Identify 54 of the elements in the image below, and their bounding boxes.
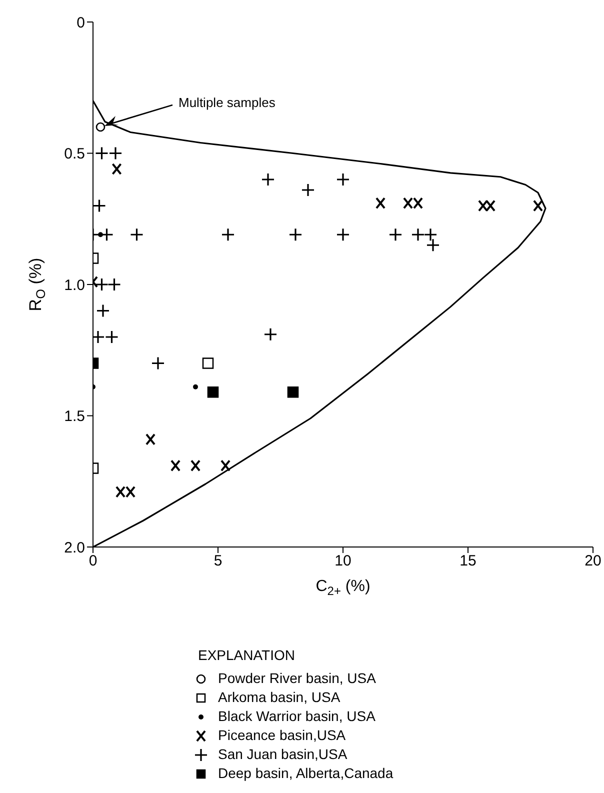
y-tick-label: 1.5 bbox=[64, 408, 85, 426]
point bbox=[376, 197, 386, 210]
point bbox=[301, 183, 315, 197]
legend-label: San Juan basin,USA bbox=[218, 745, 348, 764]
y-tick-label: 0.5 bbox=[64, 146, 85, 163]
y-tick-label: 2.0 bbox=[64, 539, 85, 556]
annotation: Multiple samples bbox=[178, 95, 276, 110]
point bbox=[151, 356, 165, 370]
legend-title: EXPLANATION bbox=[198, 646, 296, 665]
legend-label: Piceance basin,USA bbox=[218, 726, 346, 745]
legend-label: Powder River basin, USA bbox=[218, 669, 376, 688]
point bbox=[126, 486, 136, 498]
point bbox=[96, 122, 106, 132]
point bbox=[287, 386, 299, 398]
y-tick-label: 1.0 bbox=[64, 276, 85, 294]
point bbox=[170, 460, 180, 472]
point bbox=[288, 228, 302, 242]
point bbox=[93, 198, 106, 213]
point bbox=[336, 228, 350, 242]
x-tick-label: 10 bbox=[334, 552, 352, 570]
point bbox=[486, 200, 496, 212]
x-tick-label: 15 bbox=[460, 552, 476, 570]
point bbox=[112, 163, 122, 175]
point bbox=[478, 200, 488, 212]
point bbox=[190, 460, 200, 472]
point bbox=[207, 386, 219, 398]
point bbox=[130, 228, 144, 242]
point bbox=[104, 330, 119, 344]
point bbox=[116, 486, 126, 498]
point bbox=[403, 197, 413, 210]
x-tick-label: 5 bbox=[214, 552, 222, 570]
point bbox=[336, 172, 350, 186]
point bbox=[388, 228, 402, 242]
x-tick-label: 0 bbox=[88, 552, 98, 570]
point bbox=[146, 433, 156, 446]
point bbox=[264, 328, 278, 342]
x-tick-label: 20 bbox=[584, 552, 602, 570]
legend-label: Deep basin, Alberta,Canada bbox=[218, 764, 394, 783]
legend-label: Arkoma basin, USA bbox=[218, 688, 340, 707]
point bbox=[411, 228, 425, 242]
x-axis-title: C$_{2+}$ (%) bbox=[316, 578, 370, 598]
point bbox=[413, 197, 423, 210]
legend-label: Black Warrior basin, USA bbox=[218, 707, 376, 726]
point bbox=[96, 304, 110, 318]
point bbox=[107, 278, 122, 292]
point bbox=[426, 238, 440, 252]
y-tick-label: 0 bbox=[76, 14, 85, 32]
point bbox=[533, 200, 543, 212]
point bbox=[193, 384, 198, 390]
point bbox=[220, 460, 230, 472]
point bbox=[108, 146, 122, 160]
point bbox=[261, 172, 275, 186]
point bbox=[424, 228, 438, 242]
point bbox=[221, 228, 235, 242]
